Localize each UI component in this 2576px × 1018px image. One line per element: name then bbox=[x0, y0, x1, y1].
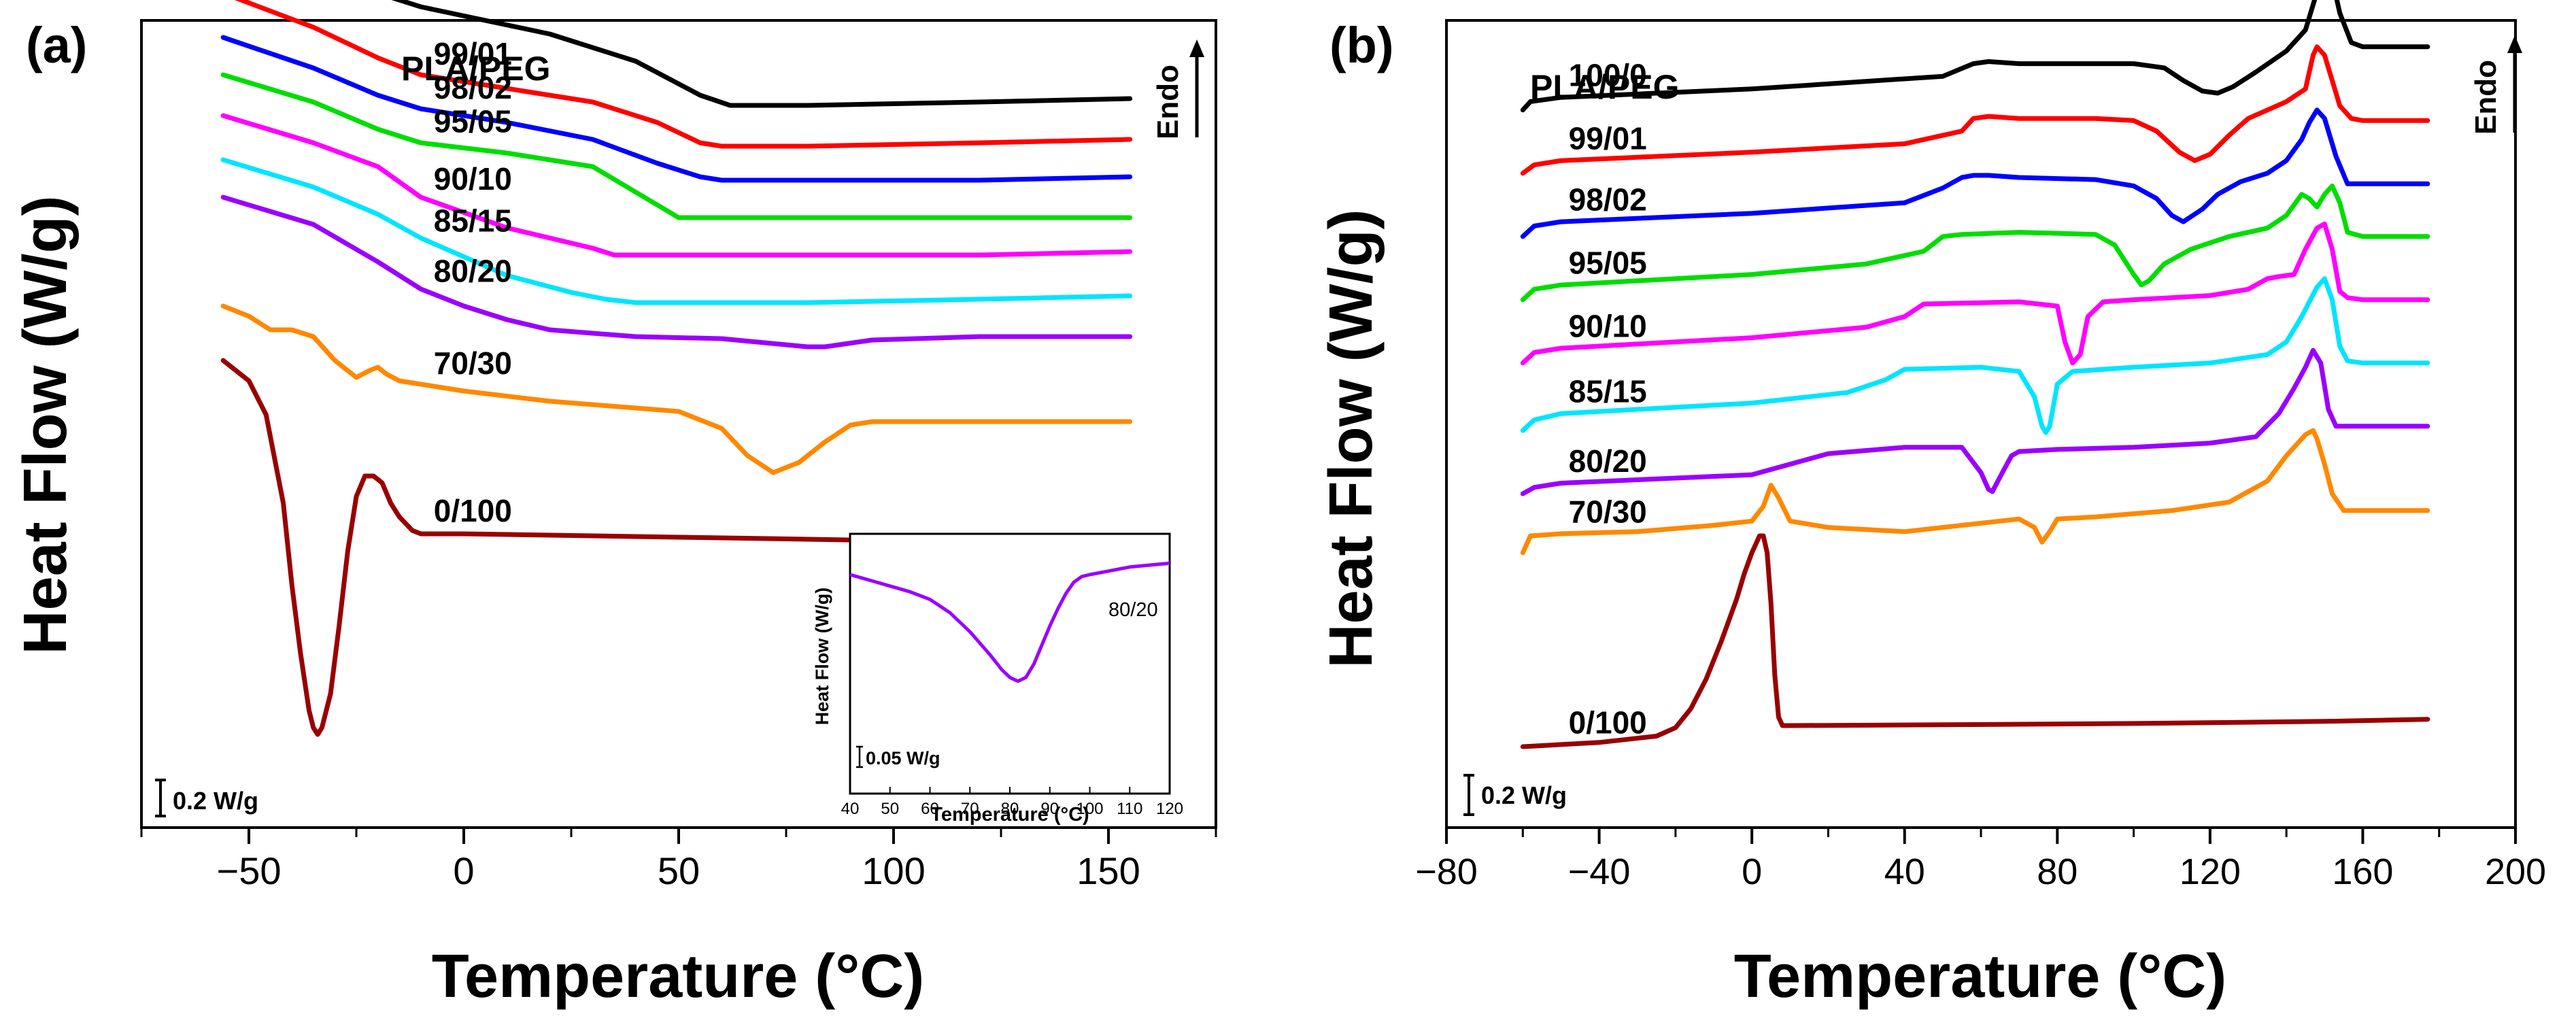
x-tick-label: −50 bbox=[217, 849, 282, 892]
x-tick-label: 160 bbox=[2332, 851, 2393, 892]
inset-y-axis-label: Heat Flow (W/g) bbox=[812, 588, 832, 725]
series-label: 95/05 bbox=[1569, 245, 1647, 280]
panel-a-label: (a) bbox=[26, 17, 87, 73]
x-tick-label: 200 bbox=[2485, 851, 2546, 892]
x-tick-label: 80 bbox=[2037, 851, 2078, 892]
panel-b-endo-indicator: Endo bbox=[2469, 35, 2522, 135]
series-label: 99/01 bbox=[434, 36, 512, 71]
inset-x-tick-label: 40 bbox=[841, 800, 860, 818]
x-tick-label: 50 bbox=[658, 849, 700, 892]
inset-series-label: 80/20 bbox=[1108, 599, 1158, 621]
inset-x-axis-label: Temperature (°C) bbox=[930, 804, 1089, 826]
series-line-80-20 bbox=[220, 194, 1133, 350]
panel-b-legend-title: PLA/PEG bbox=[1530, 68, 1679, 106]
panel-a-curves bbox=[220, 0, 1133, 737]
inset-series-line-80-20 bbox=[849, 561, 1170, 683]
series-label: 90/10 bbox=[434, 161, 512, 197]
series-line-99-01 bbox=[1520, 44, 2430, 176]
series-line-85-15 bbox=[220, 157, 1133, 305]
arrow-head-icon bbox=[2507, 35, 2522, 53]
panel-a-x-ticks: −50 0 50 100 150 bbox=[140, 828, 1217, 892]
panel-a-endo-indicator: Endo bbox=[1151, 39, 1204, 139]
panel-a-x-axis-label: Temperature (°C) bbox=[432, 943, 924, 1011]
inset-x-tick-label: 50 bbox=[881, 800, 899, 818]
inset-x-tick-label: 70 bbox=[961, 800, 979, 818]
inset-curve bbox=[849, 561, 1170, 683]
panel-b-x-ticks: −80 −40 0 40 80 120 160 200 bbox=[1415, 828, 2546, 892]
series-line-90-10 bbox=[220, 113, 1133, 258]
series-label: 98/02 bbox=[434, 70, 512, 105]
series-line-95-05 bbox=[220, 72, 1133, 220]
panel-b-endo-label: Endo bbox=[2469, 60, 2503, 135]
series-line-95-05 bbox=[1520, 183, 2430, 303]
series-label: 85/15 bbox=[1569, 374, 1647, 409]
x-tick-label: 120 bbox=[2180, 851, 2241, 892]
x-tick-label: 150 bbox=[1077, 849, 1140, 892]
inset-x-tick-label: 110 bbox=[1117, 800, 1142, 818]
series-label: 0/100 bbox=[434, 493, 512, 528]
arrow-head-icon bbox=[1189, 39, 1204, 57]
x-tick-label: 100 bbox=[862, 849, 925, 892]
panel-b-scale-bar-label: 0.2 W/g bbox=[1481, 781, 1567, 809]
series-label: 70/30 bbox=[1569, 494, 1647, 530]
series-label: 85/15 bbox=[434, 203, 512, 238]
series-line-70-30 bbox=[1520, 428, 2430, 556]
series-line-85-15 bbox=[1520, 276, 2430, 435]
inset-x-tick-label: 90 bbox=[1040, 800, 1059, 818]
x-tick-label: 0 bbox=[1742, 851, 1762, 892]
series-line-90-10 bbox=[1520, 221, 2430, 366]
panel-b-label: (b) bbox=[1329, 17, 1394, 73]
panel-b: (b) −80 −40 0 40 80 120 160 200 100/0 99/01 98/02… bbox=[1317, 0, 2546, 1011]
panel-b-curves bbox=[1520, 0, 2430, 749]
inset-x-ticks: 40 50 60 70 80 90 100 110 120 bbox=[841, 787, 1183, 818]
panel-b-x-axis-label: Temperature (°C) bbox=[1734, 943, 2226, 1011]
x-tick-label: 40 bbox=[1884, 851, 1925, 892]
series-line-70-30 bbox=[220, 303, 1133, 475]
series-label: 98/02 bbox=[1569, 182, 1647, 218]
inset-x-tick-label: 80 bbox=[1001, 800, 1019, 818]
series-line-0-100 bbox=[1520, 533, 2430, 749]
series-label: 0/100 bbox=[1569, 705, 1647, 740]
series-label: 80/20 bbox=[434, 254, 512, 289]
series-line-99-01 bbox=[234, 0, 1133, 149]
inset-x-tick-label: 60 bbox=[921, 800, 939, 818]
series-line-100-0 bbox=[1520, 0, 2430, 113]
series-label: 95/05 bbox=[434, 103, 512, 139]
series-label: 90/10 bbox=[1569, 308, 1647, 343]
series-line-0-100 bbox=[220, 358, 1133, 737]
panel-a-scale-bar-label: 0.2 W/g bbox=[173, 787, 258, 815]
panel-a-legend-title: PLA/PEG bbox=[401, 50, 550, 88]
x-tick-label: 0 bbox=[453, 849, 474, 892]
series-label: 100/0 bbox=[1569, 58, 1647, 93]
panel-a-scale-bar: 0.2 W/g bbox=[155, 779, 258, 817]
series-line-98-02 bbox=[220, 35, 1133, 183]
x-tick-label: −80 bbox=[1415, 851, 1478, 892]
inset-x-tick-label: 100 bbox=[1076, 800, 1103, 818]
inset-scale-bar: 0.05 W/g bbox=[856, 745, 940, 768]
series-label: 70/30 bbox=[434, 345, 512, 381]
series-line-98-02 bbox=[1520, 107, 2430, 239]
panel-a-y-axis-label: Heat Flow (W/g) bbox=[12, 196, 80, 655]
series-line-100-0 bbox=[391, 0, 1133, 108]
panel-a-endo-label: Endo bbox=[1151, 65, 1185, 139]
series-label: 80/20 bbox=[1569, 443, 1647, 479]
series-label: 100/0 bbox=[434, 0, 512, 4]
panel-b-series-labels: 100/0 99/01 98/02 95/05 90/10 85/15 80/20 70/30… bbox=[1569, 58, 1647, 741]
inset-x-tick-label: 120 bbox=[1156, 800, 1183, 818]
inset-scale-bar-label: 0.05 W/g bbox=[866, 748, 940, 768]
panel-a-inset: 40 50 60 70 80 90 100 110 120 80/20 Heat Flow (W… bbox=[812, 532, 1183, 826]
series-label: 99/01 bbox=[1569, 121, 1647, 156]
x-tick-label: −40 bbox=[1568, 851, 1631, 892]
panel-b-scale-bar: 0.2 W/g bbox=[1463, 774, 1567, 816]
series-line-80-20 bbox=[1520, 347, 2430, 496]
panel-b-y-axis-label: Heat Flow (W/g) bbox=[1317, 209, 1385, 668]
inset-frame bbox=[849, 532, 1171, 795]
